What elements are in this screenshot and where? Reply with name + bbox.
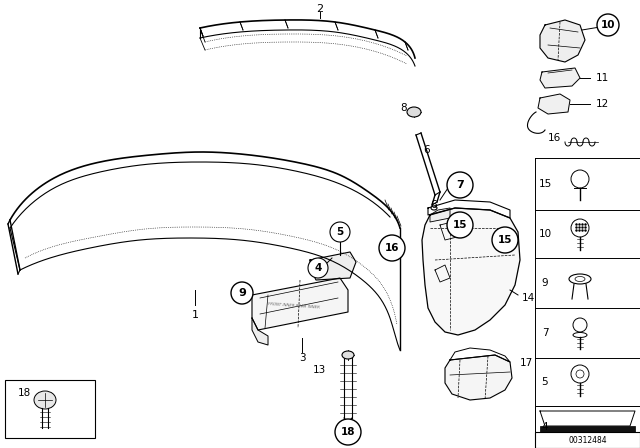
Circle shape [447,172,473,198]
Bar [535,432,640,448]
Text: 12: 12 [596,99,609,109]
Text: 13: 13 [313,365,326,375]
Text: 4: 4 [314,263,322,273]
Circle shape [308,258,328,278]
Text: 18: 18 [18,388,31,398]
Text: 15: 15 [538,179,552,189]
Ellipse shape [407,107,421,117]
Text: 5: 5 [337,227,344,237]
Text: 15: 15 [498,235,512,245]
Ellipse shape [431,206,437,210]
Text: 2: 2 [316,4,324,14]
Polygon shape [430,208,450,222]
Bar [540,426,635,436]
Polygon shape [445,355,512,400]
Text: 10: 10 [601,20,615,30]
Text: 15: 15 [452,220,467,230]
Polygon shape [540,68,580,88]
Text: 3: 3 [299,353,305,363]
Text: FRONT INNER REAR INNER: FRONT INNER REAR INNER [268,302,320,310]
Polygon shape [540,20,585,62]
Circle shape [597,14,619,36]
Polygon shape [422,208,520,335]
Text: 17: 17 [520,358,533,368]
Polygon shape [310,252,356,280]
Text: 18: 18 [340,427,355,437]
Circle shape [447,212,473,238]
Polygon shape [252,318,268,345]
Text: 5: 5 [541,377,548,387]
Text: 1: 1 [191,310,198,320]
Text: 6: 6 [423,145,429,155]
Bar [535,406,640,441]
Circle shape [330,222,350,242]
Text: 11: 11 [596,73,609,83]
Polygon shape [570,415,595,432]
Ellipse shape [342,351,354,359]
Text: 7: 7 [541,328,548,338]
Polygon shape [538,94,570,114]
Text: 8: 8 [401,103,407,113]
Text: 6: 6 [430,200,436,210]
Polygon shape [252,278,348,330]
Text: 14: 14 [522,293,535,303]
Circle shape [335,419,361,445]
Text: 16: 16 [548,133,561,143]
Bar [5,380,95,438]
Text: 7: 7 [456,180,464,190]
Text: 4: 4 [541,422,548,432]
Text: 9: 9 [238,288,246,298]
Text: 00312484: 00312484 [568,435,607,444]
Circle shape [231,282,253,304]
Ellipse shape [34,391,56,409]
Polygon shape [540,411,635,426]
Circle shape [379,235,405,261]
Text: 9: 9 [541,278,548,288]
Text: 10: 10 [538,229,552,239]
Circle shape [492,227,518,253]
Text: 16: 16 [385,243,399,253]
